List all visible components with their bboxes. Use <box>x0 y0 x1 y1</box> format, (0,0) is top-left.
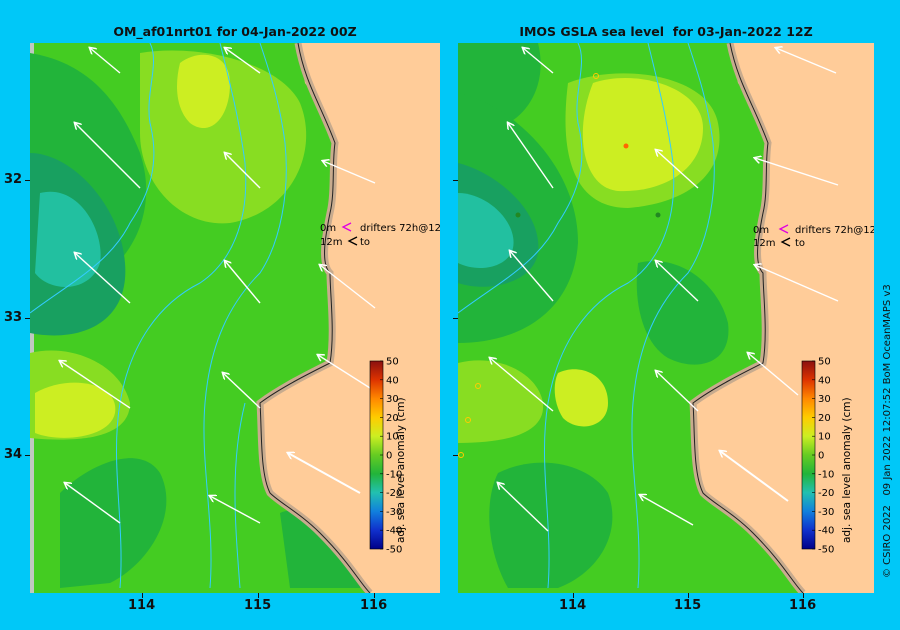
land-area <box>693 43 874 593</box>
latitude-tick <box>453 318 458 319</box>
longitude-tick-label: 115 <box>244 598 272 613</box>
colorbar-tick-label: 30 <box>386 394 399 405</box>
legend-arrow-0m-icon <box>778 224 789 234</box>
colorbar-tick-label: 50 <box>818 357 831 368</box>
latitude-tick-label: 33 <box>4 310 23 325</box>
colorbar-tick-label: -30 <box>818 507 834 518</box>
longitude-tick-label: 116 <box>789 598 817 613</box>
longitude-tick-label: 116 <box>360 598 388 613</box>
colorbar-tick-label: -20 <box>818 488 834 499</box>
legend-drifters-label: drifters 72h@12h <box>360 223 440 234</box>
colorbar-label: adj. sea level anomaly (cm) <box>395 397 407 543</box>
latitude-tick-label: 32 <box>4 172 23 187</box>
legend-arrow-12m-icon <box>780 237 791 247</box>
legend-arrow-12m-icon <box>347 236 358 246</box>
anomaly-region-highest <box>35 382 116 438</box>
legend-drifters-label: drifters 72h@12h <box>795 225 874 236</box>
legend-to-label: to <box>795 238 805 249</box>
colorbar-label: adj. sea level anomaly (cm) <box>841 397 853 543</box>
anomaly-region-highest <box>177 54 230 129</box>
anomaly-region-low <box>489 462 613 588</box>
current-vectors <box>60 48 376 524</box>
longitude-tick-label: 114 <box>128 598 156 613</box>
latitude-tick <box>25 318 30 319</box>
colorbar-tick-label: 20 <box>386 413 399 424</box>
right-sea-level-map: 0m drifters 72h@12h 12m to 50 40 30 20 10 0 -1… <box>458 43 874 593</box>
colorbar-tick-label: -50 <box>818 545 834 556</box>
colorbar-tick-label: 30 <box>818 394 831 405</box>
colorbar-tick-label: -40 <box>386 526 402 537</box>
latitude-tick <box>25 180 30 181</box>
longitude-tick <box>142 593 143 598</box>
latitude-tick <box>453 455 458 456</box>
colorbar-tick-label: 0 <box>386 451 392 462</box>
longitude-tick <box>688 593 689 598</box>
colorbar-tick-label: 40 <box>386 375 399 386</box>
right-map-title: IMOS GSLA sea level for 03-Jan-2022 12Z <box>519 24 813 39</box>
longitude-tick-label: 115 <box>674 598 702 613</box>
colorbar-tick-label: 50 <box>386 357 399 368</box>
longitude-tick <box>803 593 804 598</box>
credit-text: © CSIRO 2022 09 Jan 2022 12:07:52 BoM Oc… <box>882 284 893 578</box>
colorbar-tick-label: -20 <box>386 488 402 499</box>
latitude-tick <box>25 455 30 456</box>
legend-0m-depth: 0m <box>753 225 769 236</box>
colorbar-tick-label: 40 <box>818 375 831 386</box>
latitude-tick <box>453 180 458 181</box>
longitude-tick-label: 114 <box>559 598 587 613</box>
anomaly-region-highest <box>554 369 608 427</box>
anomaly-region-low <box>280 510 360 588</box>
drifter-markers <box>458 73 661 458</box>
legend-arrow-0m-icon <box>341 222 352 232</box>
left-map-title: OM_af01nrt01 for 04-Jan-2022 00Z <box>113 24 357 39</box>
colorbar-tick-label: 20 <box>818 413 831 424</box>
colorbar-tick-label: -40 <box>818 526 834 537</box>
latitude-tick-label: 34 <box>4 447 23 462</box>
land-area <box>260 43 440 593</box>
colorbar-tick-label: -50 <box>386 545 402 556</box>
longitude-tick <box>573 593 574 598</box>
legend-12m-depth: 12m <box>753 238 775 249</box>
colorbar-tick-label: 10 <box>818 432 831 443</box>
longitude-tick <box>258 593 259 598</box>
colorbar-tick-label: 0 <box>818 451 824 462</box>
legend-12m-depth: 12m <box>320 237 342 248</box>
legend-to-label: to <box>360 237 370 248</box>
longitude-tick <box>374 593 375 598</box>
colorbar-tick-label: -30 <box>386 507 402 518</box>
left-sea-level-map: 0m drifters 72h@12h 12m to 50 40 30 20 10 0 -1… <box>30 43 440 593</box>
legend-0m-depth: 0m <box>320 223 336 234</box>
current-vectors <box>490 48 839 532</box>
anomaly-region-low <box>60 458 167 588</box>
colorbar-tick-label: -10 <box>386 469 402 480</box>
anomaly-region-low <box>636 261 729 365</box>
colorbar-tick-label: 10 <box>386 432 399 443</box>
anomaly-region-lowest <box>35 191 101 287</box>
anomaly-region-lowest <box>458 193 514 268</box>
colorbar-tick-label: -10 <box>818 469 834 480</box>
